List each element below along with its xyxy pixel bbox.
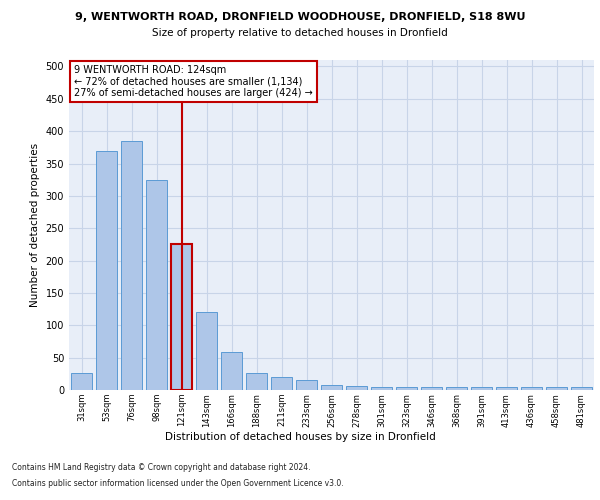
Bar (196, 312, 217, 390)
Text: Contains HM Land Registry data © Crown copyright and database right 2024.: Contains HM Land Registry data © Crown c… (12, 464, 311, 472)
Bar (146, 180, 167, 390)
Bar (296, 380, 317, 390)
Bar (571, 387, 592, 390)
Text: Contains public sector information licensed under the Open Government Licence v3: Contains public sector information licen… (12, 478, 344, 488)
Bar (246, 372, 267, 390)
Bar (221, 352, 242, 390)
Bar (496, 388, 517, 390)
Bar (371, 387, 392, 390)
Bar (321, 386, 342, 390)
Bar (271, 377, 292, 390)
Text: 9, WENTWORTH ROAD, DRONFIELD WOODHOUSE, DRONFIELD, S18 8WU: 9, WENTWORTH ROAD, DRONFIELD WOODHOUSE, … (75, 12, 525, 22)
Text: Size of property relative to detached houses in Dronfield: Size of property relative to detached ho… (152, 28, 448, 38)
Bar (421, 388, 442, 390)
Bar (96, 150, 117, 390)
Bar (396, 387, 417, 390)
Bar (521, 388, 542, 390)
Text: 9 WENTWORTH ROAD: 124sqm
← 72% of detached houses are smaller (1,134)
27% of sem: 9 WENTWORTH ROAD: 124sqm ← 72% of detach… (74, 65, 313, 98)
Bar (346, 386, 367, 390)
Bar (546, 388, 567, 390)
Text: Distribution of detached houses by size in Dronfield: Distribution of detached houses by size … (164, 432, 436, 442)
Bar (121, 141, 142, 390)
Y-axis label: Number of detached properties: Number of detached properties (30, 143, 40, 307)
Bar (471, 388, 492, 390)
Bar (71, 372, 92, 390)
Bar (171, 244, 192, 390)
Bar (446, 388, 467, 390)
